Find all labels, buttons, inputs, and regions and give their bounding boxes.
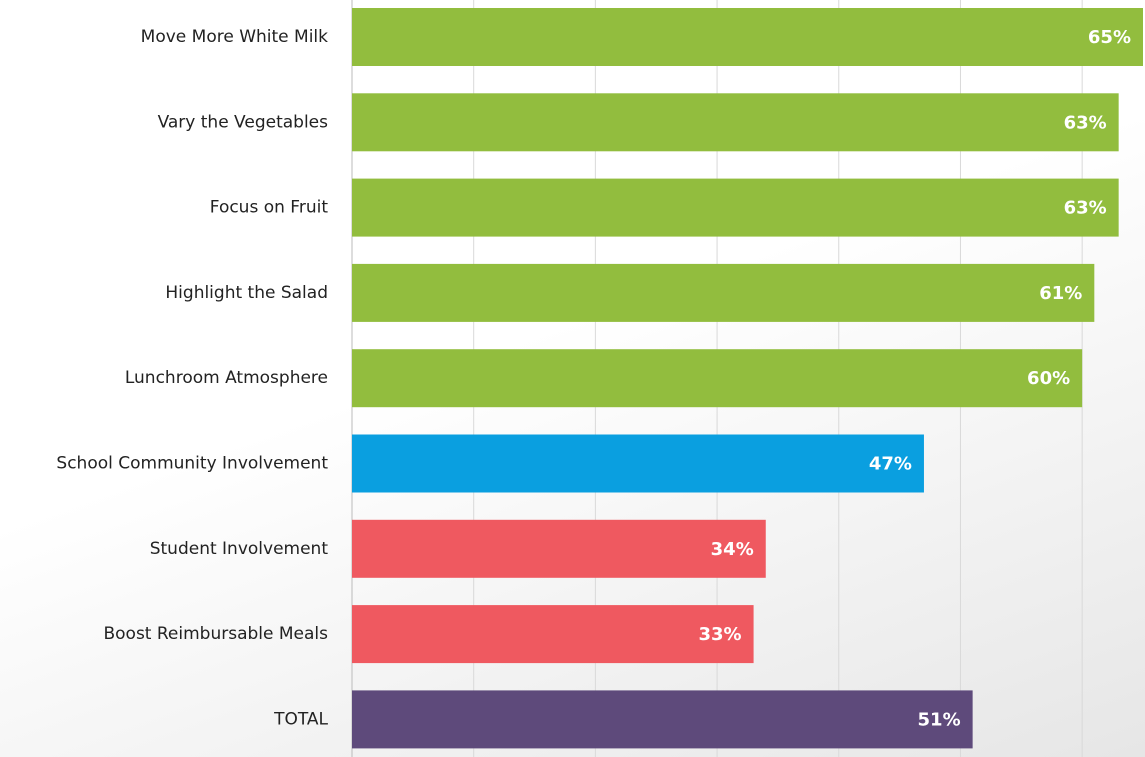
value-label: 65% <box>1088 27 1131 48</box>
category-label: School Community Involvement <box>56 454 328 474</box>
bar <box>352 8 1143 66</box>
category-label: Vary the Vegetables <box>158 112 329 132</box>
category-label: Student Involvement <box>150 539 329 559</box>
category-label: Lunchroom Atmosphere <box>125 368 328 388</box>
bar <box>352 690 973 749</box>
bar <box>352 519 766 578</box>
value-label: 34% <box>711 539 754 560</box>
value-label: 63% <box>1064 112 1107 133</box>
category-label: Focus on Fruit <box>210 198 329 218</box>
value-label: 47% <box>869 454 912 475</box>
bar <box>352 93 1119 152</box>
bar <box>352 263 1095 322</box>
bar <box>352 605 754 664</box>
value-label: 51% <box>918 709 961 730</box>
category-label: Move More White Milk <box>141 27 328 47</box>
bar <box>352 178 1119 237</box>
value-label: 33% <box>698 624 741 645</box>
bar <box>352 434 924 493</box>
category-label: Boost Reimbursable Meals <box>103 624 328 644</box>
category-label: Highlight the Salad <box>165 283 328 303</box>
value-label: 63% <box>1064 198 1107 219</box>
bar <box>352 349 1083 408</box>
value-label: 61% <box>1039 283 1082 304</box>
value-label: 60% <box>1027 368 1070 389</box>
category-label: TOTAL <box>273 709 328 729</box>
